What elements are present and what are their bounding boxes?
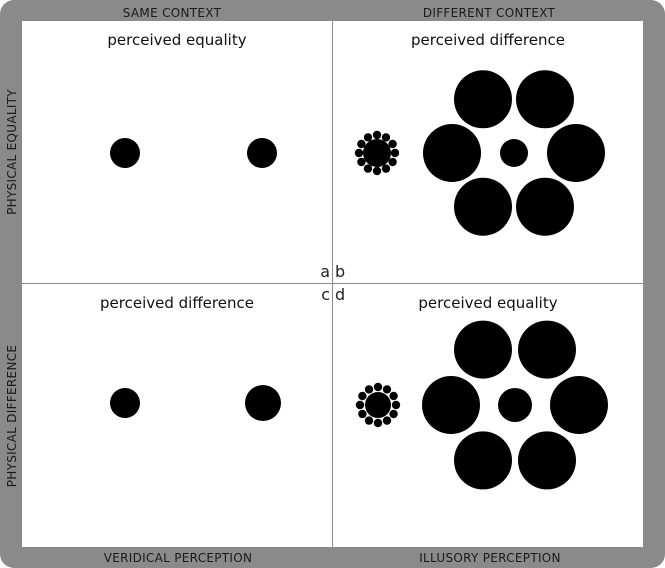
large-context-cluster [422,320,608,490]
panel-d-title: perceived equality [418,294,558,312]
panel-a-title: perceived equality [107,31,247,49]
panel-c-title: perceived difference [100,294,254,312]
header-different-context: DIFFERENT CONTEXT [422,6,556,20]
ebbinghaus-figure-d [355,320,608,490]
footer-veridical-perception: VERIDICAL PERCEPTION [103,551,253,565]
panel-a: perceived equality a [22,21,332,283]
small-context-cluster [354,130,400,176]
header-same-context: SAME CONTEXT [122,6,222,20]
panel-a-letter: a [320,262,330,281]
footer-illusory-perception: ILLUSORY PERCEPTION [419,551,561,565]
small-context-cluster [355,382,401,428]
side-label-physical-equality: PHYSICAL EQUALITY [5,89,19,215]
panel-d: perceived equality [333,284,643,547]
right-dot [245,385,281,421]
left-dot [110,388,140,418]
left-dot [110,138,140,168]
panel-d-letter: d [335,285,346,304]
panel-b: perceived difference [333,21,643,283]
ebbinghaus-figure-b [354,70,605,236]
panel-b-title: perceived difference [411,31,565,49]
large-context-cluster [423,70,605,236]
side-label-physical-difference: PHYSICAL DIFFERENCE [5,344,19,488]
right-dot [247,138,277,168]
panel-c: perceived difference c [22,284,332,547]
panel-b-letter: b [335,262,346,281]
panel-c-letter: c [321,285,330,304]
